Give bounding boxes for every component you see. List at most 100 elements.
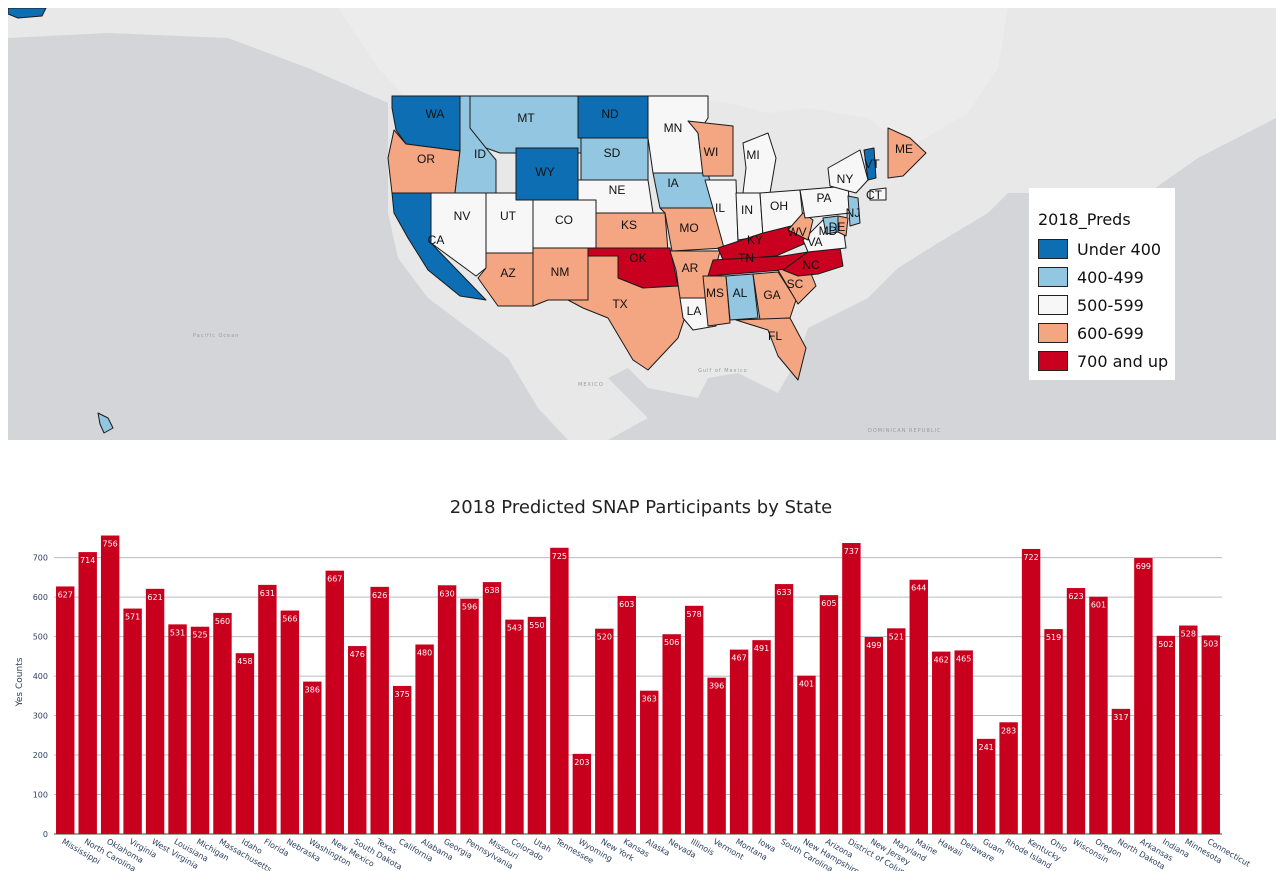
bar[interactable] xyxy=(819,595,839,834)
bar[interactable] xyxy=(684,605,704,834)
bar[interactable] xyxy=(1044,629,1063,834)
bar[interactable] xyxy=(550,547,569,834)
x-tick-label: Florida xyxy=(262,837,290,858)
map-legend[interactable]: 2018_Preds Under 400 400-499 500-599 600-69… xyxy=(1029,188,1175,380)
bar[interactable] xyxy=(572,753,592,834)
bar[interactable] xyxy=(1066,588,1086,834)
bar[interactable] xyxy=(999,722,1018,834)
state-label-oh: OH xyxy=(770,199,788,213)
legend-label: 500-599 xyxy=(1077,295,1144,315)
bar[interactable] xyxy=(527,616,547,834)
bar[interactable] xyxy=(78,552,97,834)
state-shape-fl[interactable] xyxy=(735,317,807,381)
bar[interactable] xyxy=(640,690,659,834)
bar[interactable] xyxy=(797,675,816,834)
legend-item[interactable]: 500-599 xyxy=(1038,291,1175,319)
bar[interactable] xyxy=(437,585,457,834)
bar[interactable] xyxy=(864,636,884,834)
y-tick-label: 500 xyxy=(33,633,48,642)
bar[interactable] xyxy=(280,610,300,834)
bar[interactable] xyxy=(932,651,951,834)
state-label-mi: MI xyxy=(746,148,759,162)
bar[interactable] xyxy=(729,649,749,834)
bar[interactable] xyxy=(370,586,389,834)
state-shape-wi[interactable] xyxy=(687,120,734,177)
basemap-land-north xyxy=(338,8,1008,148)
bar[interactable] xyxy=(460,598,479,834)
state-shape-ia[interactable] xyxy=(652,172,717,209)
state-shape-nv[interactable] xyxy=(430,192,487,277)
bar[interactable] xyxy=(505,619,524,834)
bar-value-label: 633 xyxy=(776,588,791,597)
state-shape-ct[interactable] xyxy=(869,187,887,201)
bar[interactable] xyxy=(1156,635,1176,834)
bar-value-label: 386 xyxy=(305,686,320,695)
state-label-id: ID xyxy=(474,147,486,161)
bar[interactable] xyxy=(348,646,367,834)
state-shape-md[interactable] xyxy=(822,215,839,235)
y-tick-label: 400 xyxy=(33,672,48,681)
bar[interactable] xyxy=(662,634,681,834)
bar[interactable] xyxy=(123,608,142,834)
bar[interactable] xyxy=(1089,596,1108,834)
bar[interactable] xyxy=(842,543,861,834)
bar[interactable] xyxy=(752,640,771,834)
bar[interactable] xyxy=(213,612,232,834)
bar[interactable] xyxy=(415,644,434,834)
bar[interactable] xyxy=(392,685,412,834)
bar[interactable] xyxy=(482,582,502,834)
bar[interactable] xyxy=(774,584,794,834)
state-shape-ny[interactable] xyxy=(827,149,869,194)
state-label-nd: ND xyxy=(601,107,619,121)
bar-value-label: 317 xyxy=(1113,713,1128,722)
state-shape-al[interactable] xyxy=(725,273,759,321)
state-label-ks: KS xyxy=(621,218,637,232)
bar[interactable] xyxy=(100,535,120,834)
state-shape-ak[interactable] xyxy=(8,8,47,19)
bar[interactable] xyxy=(707,677,726,834)
bar[interactable] xyxy=(168,624,187,834)
bar[interactable] xyxy=(325,570,344,834)
choropleth-map[interactable]: Pacific Ocean MEXICO Gulf of Mexico DOMI… xyxy=(8,8,1276,440)
state-shape-ms[interactable] xyxy=(702,275,731,327)
state-shape-mi[interactable] xyxy=(742,132,777,194)
bar[interactable] xyxy=(145,588,165,834)
legend-item[interactable]: 700 and up xyxy=(1038,347,1175,375)
bar[interactable] xyxy=(595,628,614,834)
bar[interactable] xyxy=(1134,558,1153,834)
state-shape-mo[interactable] xyxy=(659,207,725,252)
state-shape-wv[interactable] xyxy=(787,212,814,241)
map-canvas[interactable]: Pacific Ocean MEXICO Gulf of Mexico DOMI… xyxy=(8,8,1276,440)
bar[interactable] xyxy=(1179,625,1198,834)
bar[interactable] xyxy=(235,653,255,834)
state-shape-me[interactable] xyxy=(887,127,927,179)
bar[interactable] xyxy=(303,681,322,834)
bar[interactable] xyxy=(617,595,636,834)
state-shape-nj[interactable] xyxy=(847,195,861,227)
bar-value-label: 621 xyxy=(147,593,162,602)
bar[interactable] xyxy=(909,579,928,834)
bar[interactable] xyxy=(190,626,210,834)
legend-item[interactable]: 600-699 xyxy=(1038,319,1175,347)
bar[interactable] xyxy=(1021,548,1041,834)
state-shape-ga[interactable] xyxy=(752,271,797,321)
basemap-country-label: MEXICO xyxy=(578,382,604,388)
state-shape-hi[interactable] xyxy=(97,412,114,434)
bar[interactable] xyxy=(887,628,906,834)
legend-item[interactable]: Under 400 xyxy=(1038,235,1175,263)
bar[interactable] xyxy=(1111,708,1131,834)
bar[interactable] xyxy=(56,586,75,834)
state-shape-vt[interactable] xyxy=(863,147,877,181)
bar-value-label: 519 xyxy=(1046,633,1061,642)
legend-item[interactable]: 400-499 xyxy=(1038,263,1175,291)
bar-value-label: 571 xyxy=(125,613,140,622)
state-shapes[interactable]: WA OR CA ID NV MT WY UT AZ CO NM ND SD NE KS OK TX MN IA MO… xyxy=(387,95,927,381)
state-shape-tx[interactable] xyxy=(567,255,689,371)
bar-value-label: 578 xyxy=(687,610,702,619)
bar-value-label: 626 xyxy=(372,591,387,600)
bar[interactable] xyxy=(258,584,277,834)
bar[interactable] xyxy=(954,650,973,834)
bar[interactable] xyxy=(976,738,996,834)
bar[interactable] xyxy=(1201,635,1220,834)
